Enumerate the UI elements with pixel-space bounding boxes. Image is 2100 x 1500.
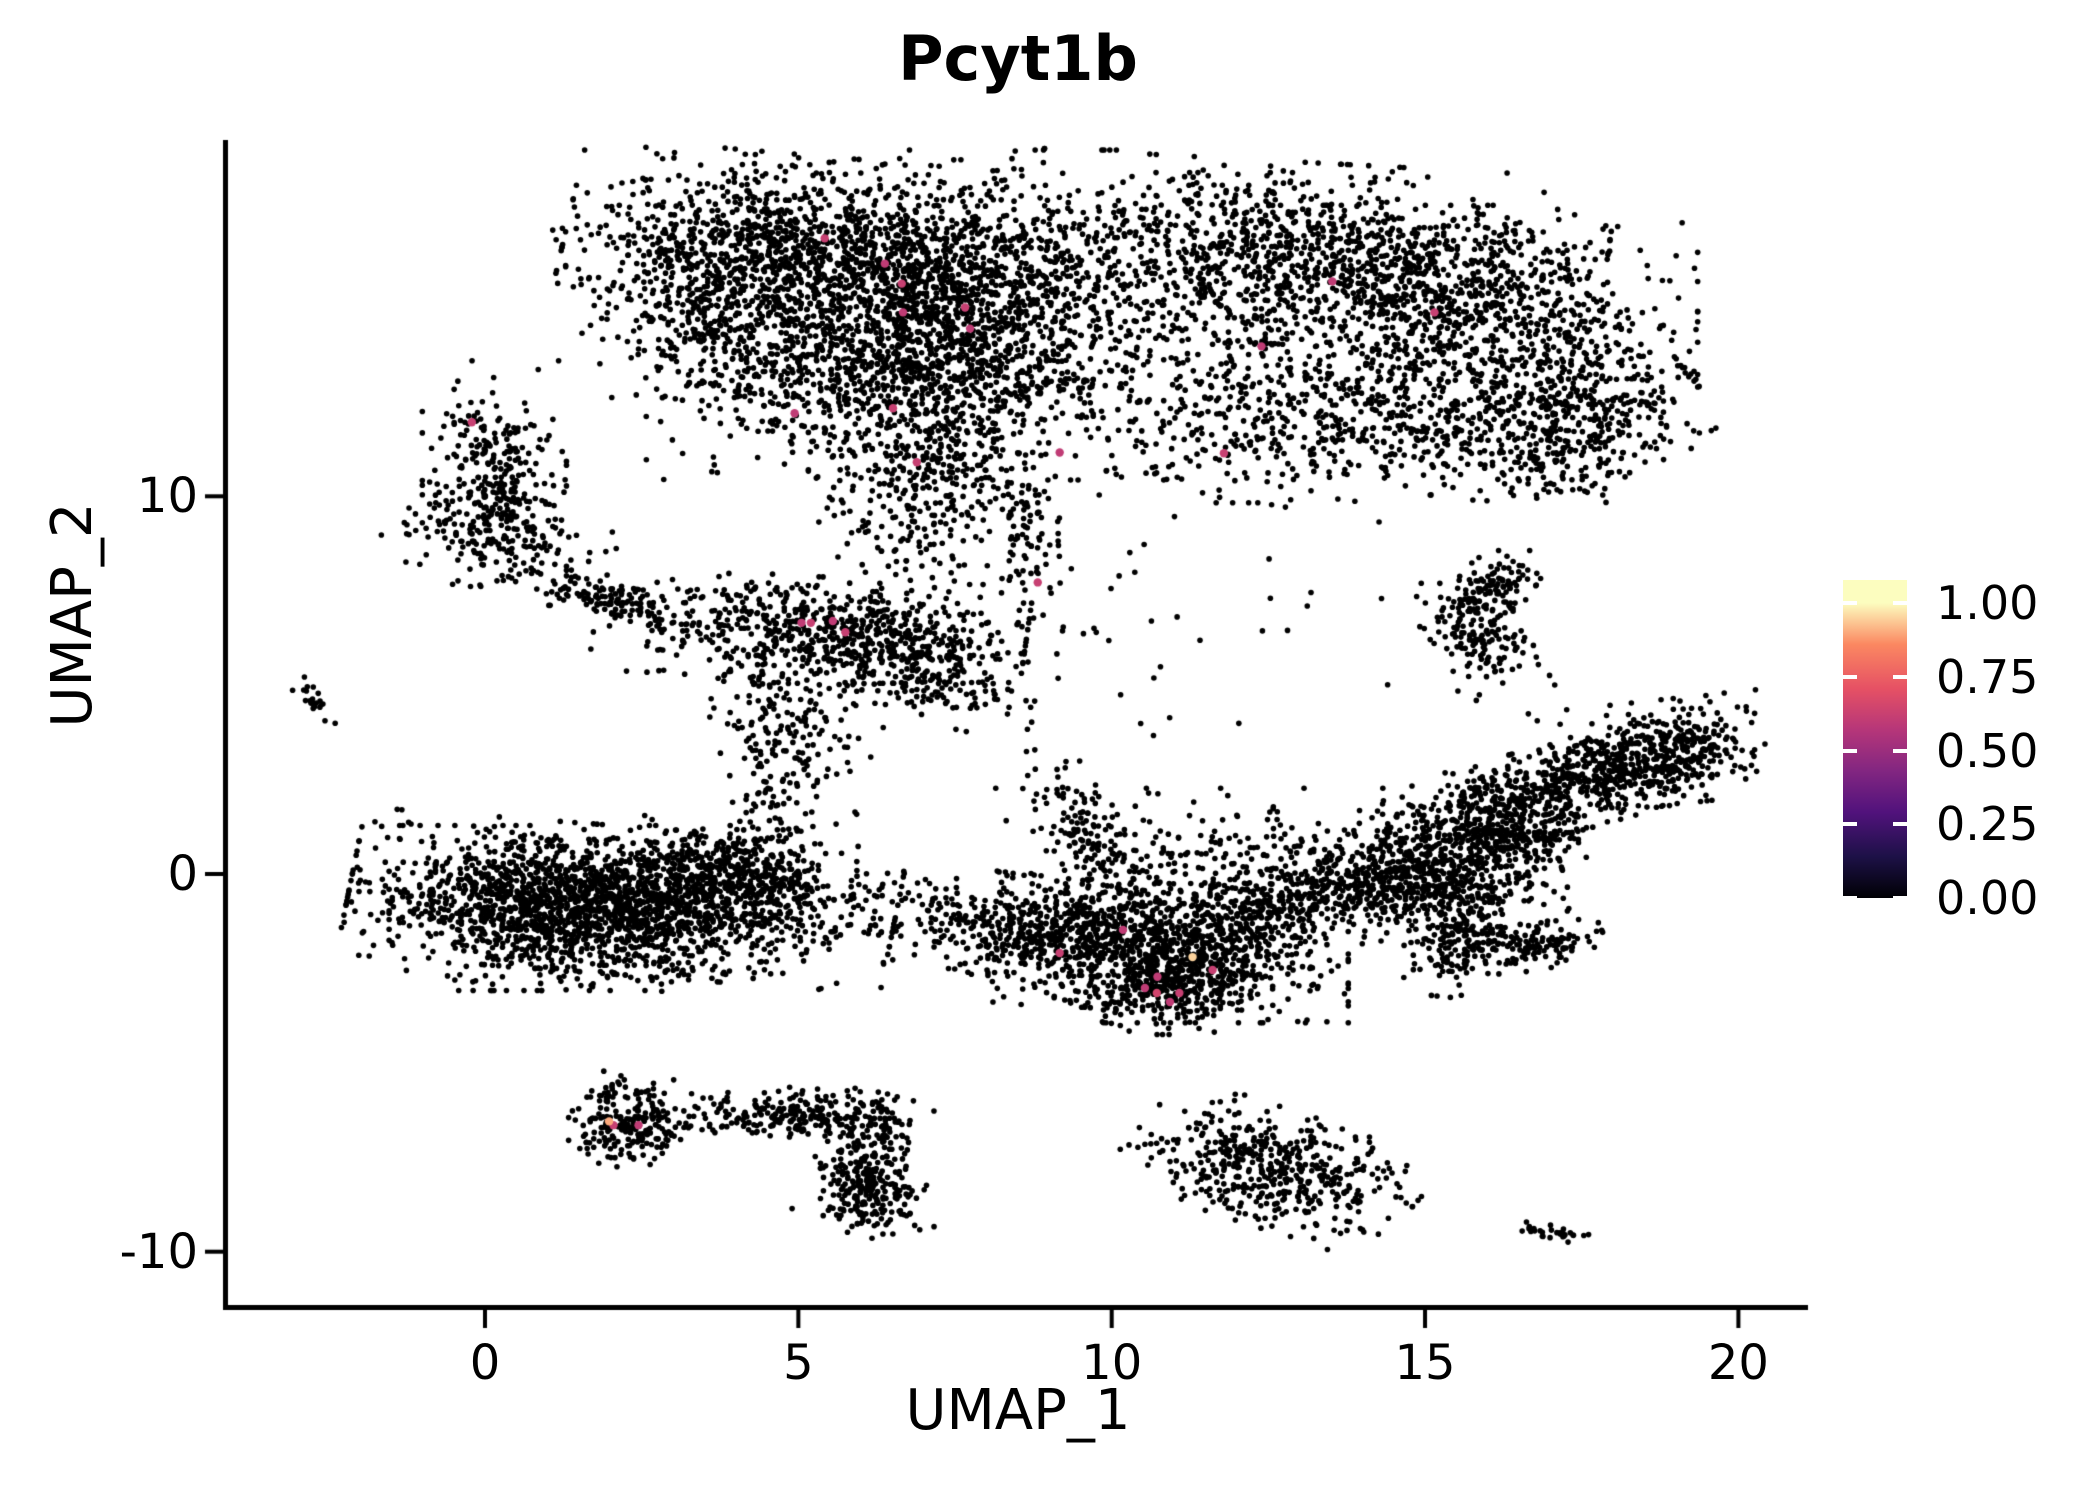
plot-title: Pcyt1b xyxy=(898,22,1138,95)
colorbar-label: 0.00 xyxy=(1936,871,2039,925)
colorbar-tick-mark xyxy=(1843,896,1857,900)
x-tick-label: 20 xyxy=(1707,1335,1769,1391)
colorbar-tick-mark xyxy=(1843,674,1857,679)
x-tick-label: 15 xyxy=(1394,1335,1456,1391)
colorbar-label: 0.50 xyxy=(1936,723,2039,778)
colorbar-tick-mark xyxy=(1843,748,1857,753)
colorbar-label: 0.75 xyxy=(1936,649,2039,704)
colorbar-tick-mark xyxy=(1893,601,1907,605)
colorbar-label: 1.00 xyxy=(1936,576,2039,630)
y-axis-label: UMAP_2 xyxy=(40,502,105,728)
colorbar-tick-mark xyxy=(1893,674,1907,679)
colorbar-tick-mark xyxy=(1893,822,1907,827)
colorbar-tick-mark xyxy=(1893,896,1907,900)
colorbar-tick-mark xyxy=(1843,601,1857,605)
colorbar-gradient xyxy=(1843,580,1907,898)
y-tick-label: 0 xyxy=(167,846,198,902)
x-axis-label: UMAP_1 xyxy=(905,1378,1131,1443)
colorbar-label: 0.25 xyxy=(1936,797,2039,852)
x-tick-label: 0 xyxy=(469,1335,501,1391)
colorbar-tick-mark xyxy=(1893,748,1907,753)
y-tick-label: -10 xyxy=(119,1223,198,1280)
x-tick-label: 5 xyxy=(783,1335,814,1391)
colorbar-tick-mark xyxy=(1843,822,1857,827)
y-tick-label: 10 xyxy=(136,468,198,525)
x-tick-label: 10 xyxy=(1081,1335,1143,1391)
